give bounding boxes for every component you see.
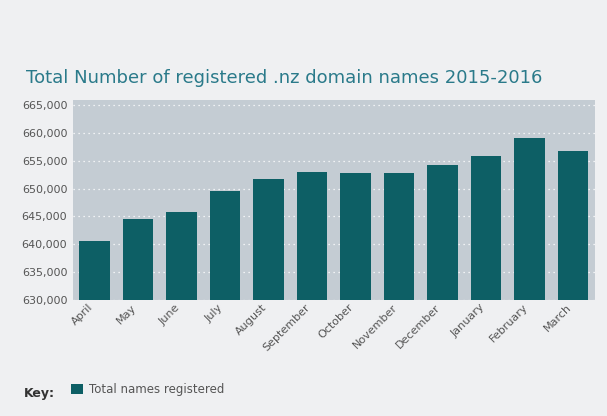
Bar: [558, 151, 588, 416]
Bar: [253, 179, 284, 416]
Bar: [166, 213, 197, 416]
Bar: [210, 191, 240, 416]
Bar: [80, 241, 110, 416]
Text: Key:: Key:: [24, 386, 55, 400]
Bar: [427, 165, 458, 416]
Bar: [123, 219, 154, 416]
Text: Total Number of registered .nz domain names 2015-2016: Total Number of registered .nz domain na…: [26, 69, 542, 87]
Legend: Total names registered: Total names registered: [67, 379, 229, 401]
Bar: [471, 156, 501, 416]
Bar: [514, 138, 545, 416]
Bar: [341, 173, 371, 416]
Bar: [384, 173, 415, 416]
Bar: [297, 172, 327, 416]
